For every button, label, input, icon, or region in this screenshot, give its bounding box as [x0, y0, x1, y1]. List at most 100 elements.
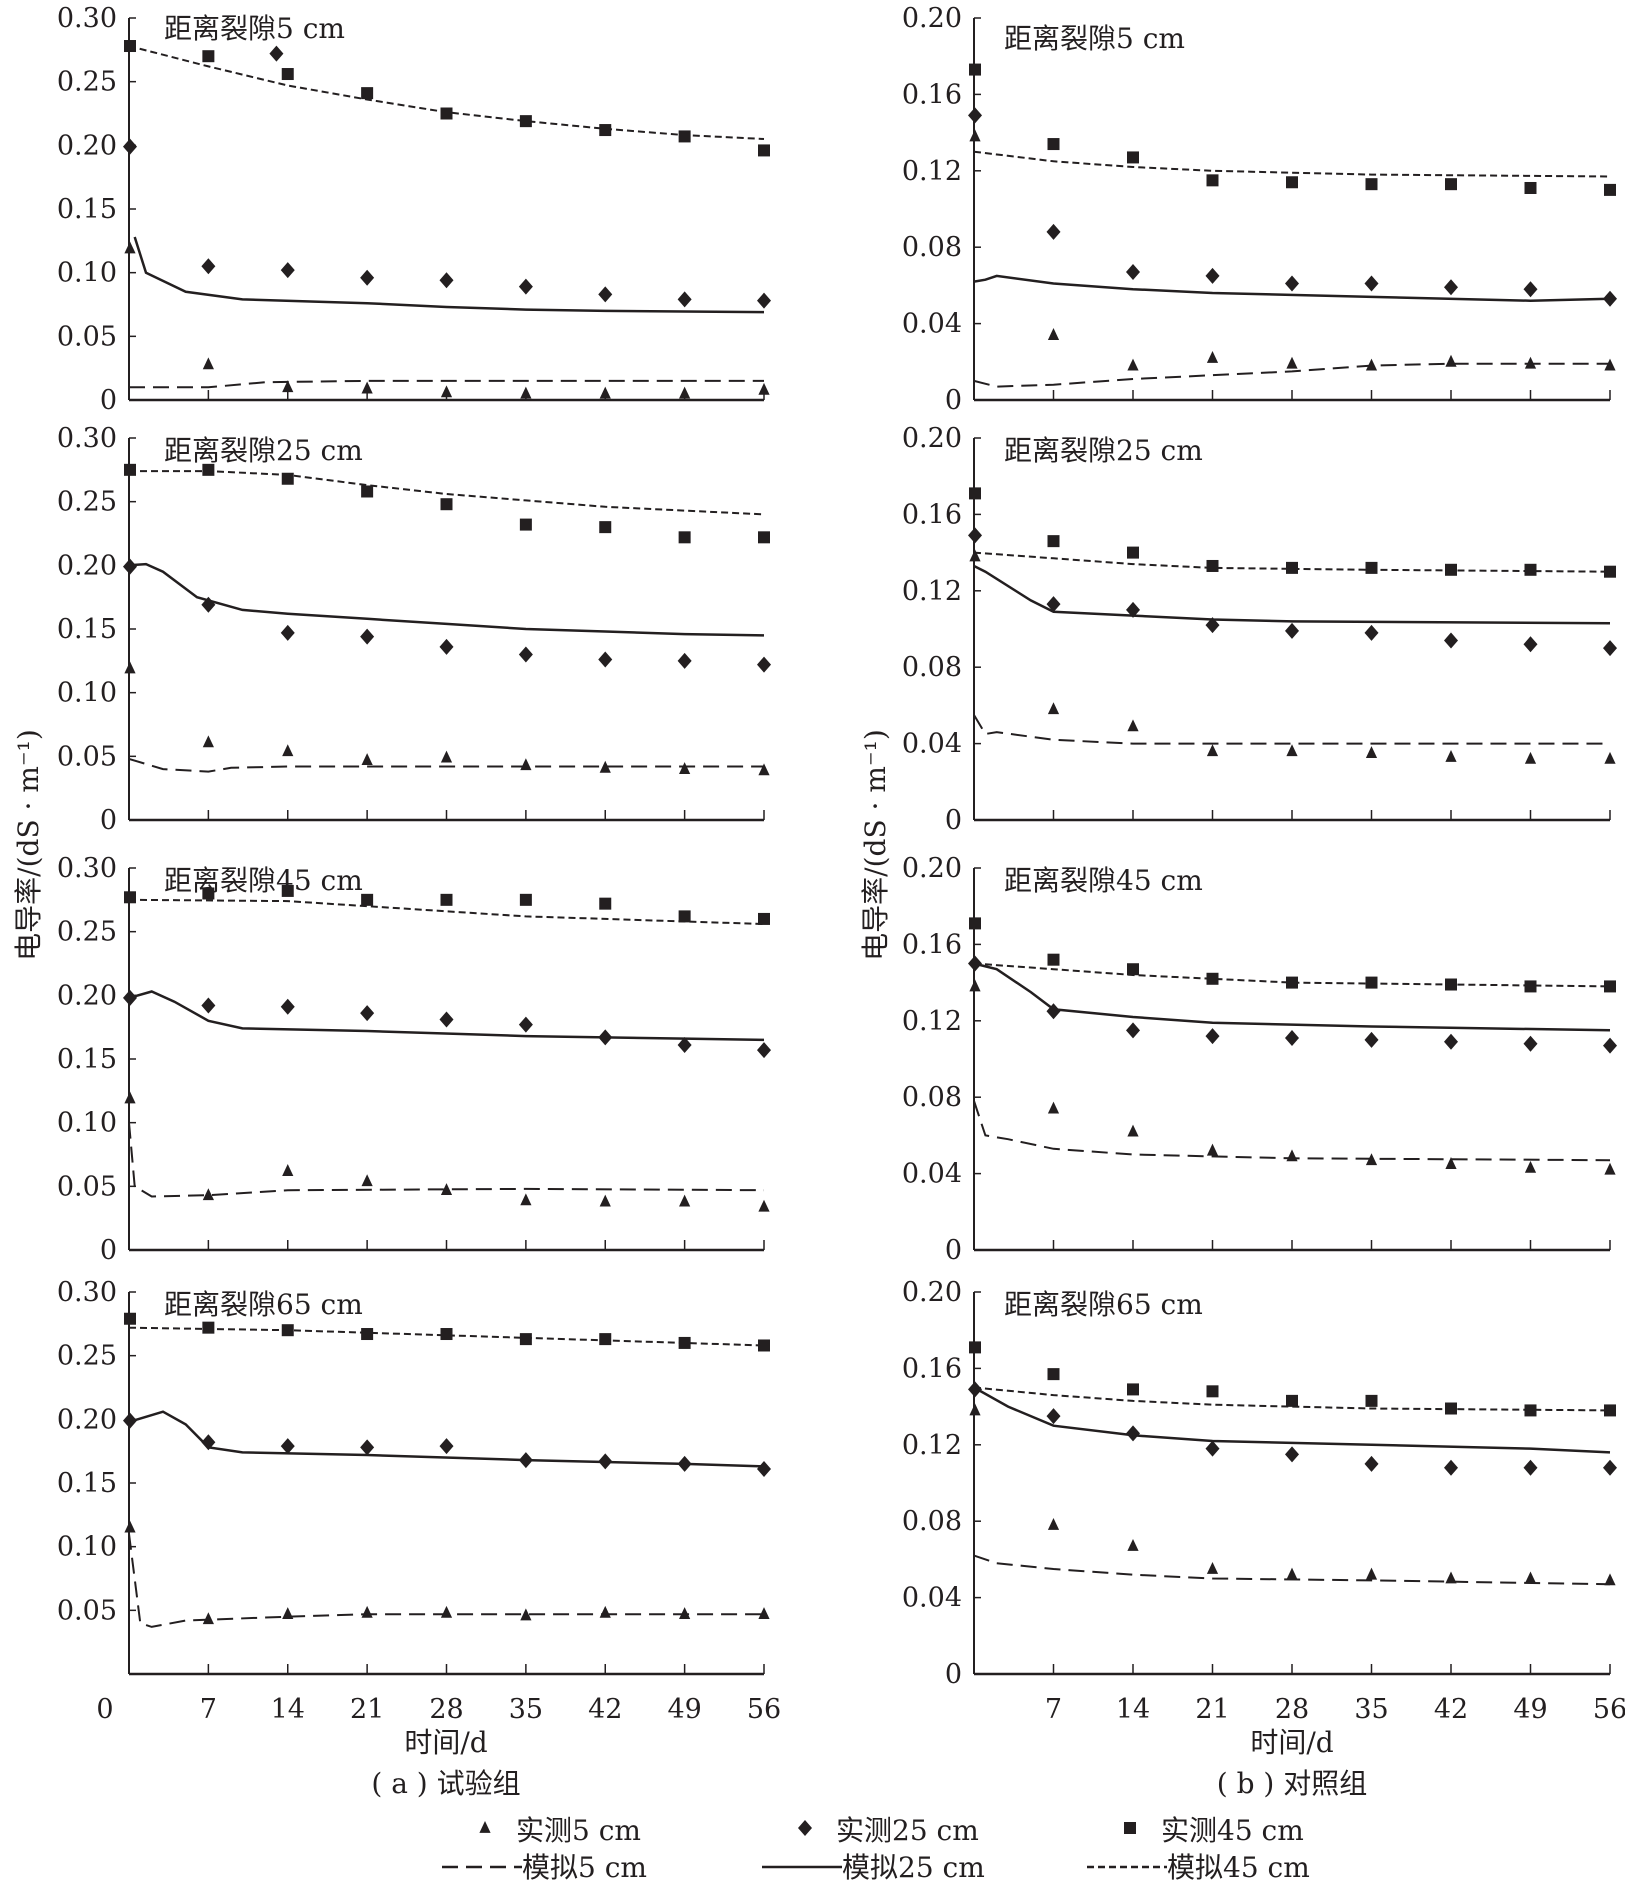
measured-point-25cm — [757, 292, 771, 309]
measured-point-45cm — [1047, 1368, 1060, 1381]
measured-point-45cm — [440, 107, 453, 120]
measured-point-25cm — [1205, 267, 1220, 284]
simulated-line-45cm — [973, 150, 1611, 178]
y-tick-label: 0 — [945, 1659, 962, 1690]
measured-point-25cm — [757, 1042, 771, 1059]
panel-title: 距离裂隙65 cm — [1004, 1288, 1203, 1321]
measured-point-5cm — [282, 1607, 294, 1620]
measured-point-25cm — [1523, 636, 1538, 653]
measured-point-5cm — [679, 386, 691, 399]
measured-point-45cm — [124, 40, 136, 53]
measured-point-5cm — [1286, 356, 1298, 369]
y-tick-label: 0.25 — [57, 1341, 117, 1372]
measured-point-5cm — [520, 758, 532, 771]
y-tick-label: 0.16 — [902, 79, 962, 110]
x-tick-label: 21 — [350, 1694, 384, 1725]
measured-point-25cm — [1523, 1459, 1538, 1476]
measured-point-5cm — [758, 382, 770, 395]
measured-point-5cm — [1524, 751, 1537, 764]
measured-point-25cm — [1364, 624, 1379, 641]
measured-point-5cm — [1047, 702, 1060, 715]
measured-point-25cm — [1364, 1031, 1379, 1048]
measured-point-5cm — [361, 381, 373, 394]
measured-point-45cm — [1524, 1404, 1537, 1417]
measured-point-5cm — [1286, 1567, 1298, 1580]
y-tick-label: 0.05 — [57, 741, 117, 772]
measured-point-45cm — [678, 1336, 691, 1349]
measured-point-5cm — [124, 1091, 136, 1104]
legend-label: 实测5 cm — [516, 1814, 641, 1847]
measured-point-25cm — [1444, 632, 1458, 649]
measured-point-5cm — [1127, 719, 1139, 732]
panel-title: 距离裂隙25 cm — [164, 434, 363, 467]
measured-point-25cm — [757, 656, 771, 673]
measured-point-45cm — [678, 910, 691, 923]
y-tick-label: 0.20 — [902, 3, 962, 34]
measured-point-45cm — [124, 891, 136, 904]
x-tick-label: 28 — [1275, 1694, 1309, 1725]
measured-point-5cm — [361, 1174, 373, 1187]
measured-point-45cm — [1365, 178, 1378, 191]
measured-point-5cm — [969, 129, 981, 142]
measured-point-25cm — [1046, 1408, 1061, 1425]
y-tick-label: 0.16 — [902, 1353, 962, 1384]
measured-point-5cm — [124, 241, 136, 254]
measured-point-25cm — [1285, 275, 1299, 292]
y-tick-label: 0.04 — [902, 309, 962, 340]
y-tick-label: 0.30 — [57, 423, 117, 454]
measured-point-25cm — [968, 107, 982, 124]
y-tick-label: 0.12 — [902, 156, 962, 187]
measured-point-45cm — [1604, 565, 1616, 578]
measured-point-5cm — [679, 1607, 691, 1620]
measured-point-5cm — [1524, 1160, 1537, 1173]
measured-point-45cm — [281, 884, 294, 897]
y-tick-label: 0.20 — [57, 980, 117, 1011]
measured-point-25cm — [1603, 1459, 1617, 1476]
measured-point-25cm — [1205, 1028, 1220, 1045]
measured-point-45cm — [1127, 546, 1139, 559]
measured-point-25cm — [1126, 264, 1140, 281]
measured-point-5cm — [202, 1188, 214, 1201]
measured-point-5cm — [202, 357, 214, 370]
measured-point-5cm — [1604, 1573, 1616, 1586]
measured-point-5cm — [440, 1183, 453, 1196]
panel-b-1: 0 0.04 0.08 0.12 0.16 0.20 距离裂隙5 cm — [902, 3, 1617, 416]
measured-point-45cm — [1524, 563, 1537, 576]
y-tick-label: 0.30 — [57, 853, 117, 884]
x-tick-label: 21 — [1195, 1694, 1229, 1725]
measured-point-25cm — [1046, 223, 1061, 240]
measured-point-45cm — [1365, 1394, 1378, 1407]
y-tick-label: 0.15 — [57, 194, 117, 225]
measured-point-45cm — [1127, 151, 1139, 164]
measured-point-25cm — [1046, 596, 1061, 613]
measured-point-45cm — [1604, 980, 1616, 993]
y-tick-label: 0.05 — [57, 1595, 117, 1626]
measured-point-45cm — [202, 887, 215, 900]
x-tick-label: 35 — [1354, 1694, 1388, 1725]
y-tick-label: 0.08 — [902, 1506, 962, 1537]
measured-point-25cm — [439, 638, 454, 655]
panels: 00.050.100.150.200.250.30 距离裂隙5 cm00.050.… — [57, 3, 1625, 1725]
measured-point-5cm — [1047, 1101, 1060, 1114]
measured-point-25cm — [677, 291, 692, 308]
y-tick-label: 0.15 — [57, 1468, 117, 1499]
measured-point-25cm — [518, 1452, 533, 1469]
measured-point-45cm — [1206, 559, 1219, 572]
measured-point-45cm — [519, 115, 532, 128]
measured-point-25cm — [280, 262, 295, 279]
measured-point-45cm — [678, 531, 691, 544]
measured-point-45cm — [758, 531, 770, 544]
measured-point-45cm — [1365, 561, 1378, 574]
measured-point-45cm — [1445, 978, 1457, 991]
measured-point-25cm — [1444, 279, 1458, 296]
measured-point-5cm — [1206, 1143, 1219, 1156]
measured-point-5cm — [520, 1608, 532, 1621]
measured-point-25cm — [1046, 1003, 1061, 1020]
panel-a-3: 0 0.05 0.10 0.15 0.20 0.25 0.30 距离裂隙45 cm — [57, 853, 771, 1266]
measured-point-45cm — [1206, 1385, 1219, 1398]
y-tick-label: 0.05 — [57, 1171, 117, 1202]
y-tick-label: 0.30 — [57, 3, 117, 34]
measured-point-45cm — [1286, 976, 1298, 989]
measured-point-5cm — [969, 549, 981, 562]
y-tick-label: 0.25 — [57, 67, 117, 98]
